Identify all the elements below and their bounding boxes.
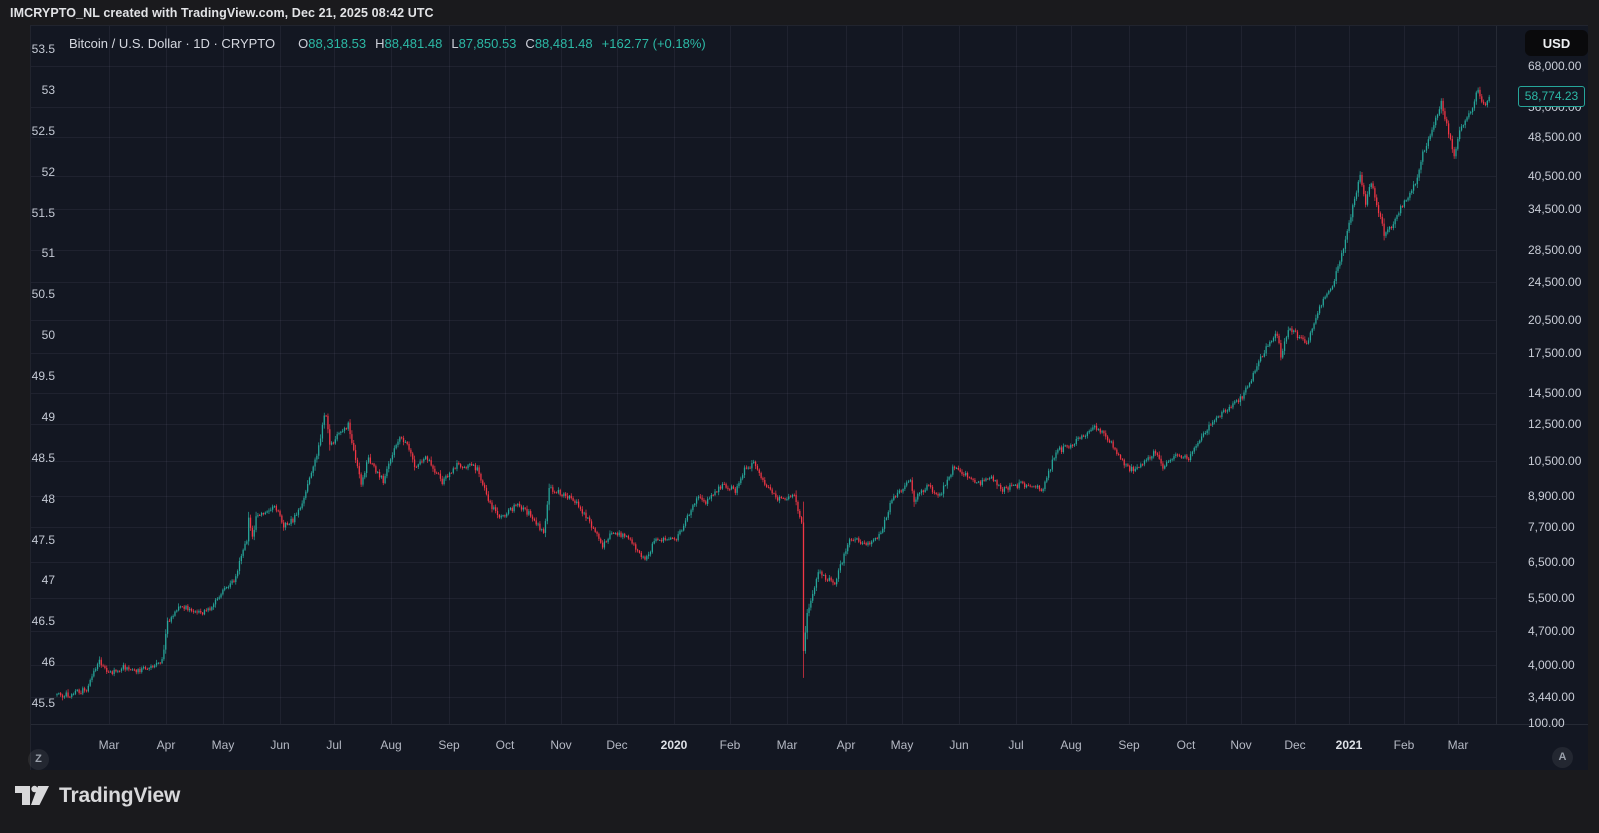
left-axis-tick: 49.5 <box>31 369 55 383</box>
candlestick-series <box>56 86 1490 701</box>
ohlc-close-value: 88,481.48 <box>534 36 593 51</box>
ohlc-high-label: H <box>375 36 385 51</box>
left-axis-tick: 53 <box>41 82 55 97</box>
left-axis-tick: 52 <box>41 164 55 179</box>
right-axis-tick: 68,000.00 <box>1528 59 1582 73</box>
right-axis-tick: 10,500.00 <box>1528 453 1582 468</box>
right-axis-tick: 3,440.00 <box>1528 689 1575 704</box>
right-axis-tick: 4,000.00 <box>1528 658 1575 673</box>
right-axis-tick: 4,700.00 <box>1528 623 1575 638</box>
tradingview-logo-icon <box>15 785 49 805</box>
change-value: +162.77 (+0.18%) <box>601 36 706 51</box>
right-axis-tick: 12,500.00 <box>1528 417 1582 432</box>
symbol-title[interactable]: Bitcoin / U.S. Dollar · 1D · CRYPTO <box>69 36 276 51</box>
time-axis-month-label: May <box>211 738 235 752</box>
time-axis-month-label: Dec <box>1284 738 1306 752</box>
time-axis-month-label: Apr <box>156 738 176 752</box>
right-axis-tick: 100.00 <box>1528 716 1565 730</box>
time-axis-month-label: May <box>890 738 914 752</box>
time-axis-month-label: Mar <box>776 738 798 752</box>
right-axis-tick: 28,500.00 <box>1528 242 1582 257</box>
candlestick-chart <box>31 26 1496 724</box>
a-button[interactable]: A <box>1552 747 1573 768</box>
time-axis-month-label: Mar <box>98 738 120 752</box>
time-axis-month-label: Oct <box>1176 738 1196 752</box>
right-axis-tick: 5,500.00 <box>1528 590 1575 605</box>
left-axis-tick: 46.5 <box>31 614 55 629</box>
right-axis-tick: 48,500.00 <box>1528 130 1582 145</box>
right-axis-tick: 17,500.00 <box>1528 345 1582 360</box>
time-axis-month-label: Jun <box>949 738 969 752</box>
time-axis-month-label: Jul <box>1008 738 1024 752</box>
right-axis-tick: 7,700.00 <box>1528 519 1575 534</box>
chart-legend: Bitcoin / U.S. Dollar · 1D · CRYPTO O88,3… <box>69 36 706 51</box>
ohlc-low-value: 87,850.53 <box>458 36 517 51</box>
ohlc-close-label: C <box>525 36 535 51</box>
time-axis-month-label: Mar <box>1447 738 1469 752</box>
time-axis-month-label: Jun <box>270 738 290 752</box>
time-axis-month-label: Nov <box>1230 738 1252 752</box>
left-axis-tick: 49 <box>41 409 55 424</box>
ohlc-low-label: L <box>451 36 459 51</box>
right-axis-tick: 40,500.00 <box>1528 168 1582 183</box>
time-axis-month-label: Jul <box>326 738 342 752</box>
time-axis-month-label: Oct <box>495 738 515 752</box>
right-axis-tick: 34,500.00 <box>1528 202 1582 217</box>
left-axis-tick: 50 <box>41 328 55 343</box>
left-axis-tick: 46 <box>41 655 55 670</box>
zoom-z-button[interactable]: Z <box>28 749 49 770</box>
right-price-scale[interactable]: USD 58,774.23 68,000.00 56,000.00 48,500.0… <box>1496 26 1588 730</box>
ohlc-high-value: 88,481.48 <box>384 36 443 51</box>
right-axis-tick: 24,500.00 <box>1528 274 1582 289</box>
time-axis-month-label: Nov <box>550 738 572 752</box>
left-axis-tick: 51 <box>41 246 55 261</box>
currency-usd-button[interactable]: USD <box>1525 30 1588 56</box>
time-axis-month-label: Sep <box>438 738 460 752</box>
time-axis-year-label: 2020 <box>660 738 688 752</box>
left-axis-tick: 47.5 <box>31 532 55 547</box>
ohlc-open-label: O <box>298 36 309 51</box>
attribution-text: IMCRYPTO_NL created with TradingView.com… <box>10 6 434 20</box>
right-axis-tick: 14,500.00 <box>1528 385 1582 400</box>
right-axis-tick: 8,900.00 <box>1528 488 1575 503</box>
left-axis-tick: 51.5 <box>31 205 55 220</box>
left-axis-tick: 52.5 <box>31 123 55 138</box>
time-axis-month-label: Aug <box>380 738 402 752</box>
left-axis-tick: 53.5 <box>31 42 55 56</box>
left-axis-tick: 48 <box>41 491 55 506</box>
right-axis-tick: 6,500.00 <box>1528 555 1575 570</box>
time-axis-year-label: 2021 <box>1335 738 1363 752</box>
last-price-badge: 58,774.23 <box>1518 85 1585 107</box>
left-axis-tick: 48.5 <box>31 450 55 465</box>
time-scale[interactable]: Mar Apr May Jun Jul Aug Sep Oct Nov Dec 2020 Feb Mar… <box>31 724 1588 770</box>
time-axis-month-label: Apr <box>836 738 856 752</box>
time-axis-month-label: Aug <box>1060 738 1082 752</box>
right-axis-tick: 20,500.00 <box>1528 312 1582 327</box>
time-axis-month-label: Sep <box>1118 738 1140 752</box>
ohlc-open-value: 88,318.53 <box>308 36 367 51</box>
left-price-scale[interactable]: 53.5 53 52.5 52 51.5 51 50.5 50 49.5 49 48.5 48 47.5… <box>31 26 56 724</box>
time-axis-month-label: Feb <box>719 738 741 752</box>
left-axis-tick: 50.5 <box>31 287 55 302</box>
left-axis-tick: 47 <box>41 573 55 588</box>
left-axis-tick: 45.5 <box>31 696 55 710</box>
chart-panel: Bitcoin / U.S. Dollar · 1D · CRYPTO O88,3… <box>28 25 1588 770</box>
tradingview-wordmark: TradingView <box>59 784 181 807</box>
footer-branding: TradingView <box>14 783 180 809</box>
time-axis-month-label: Feb <box>1393 738 1415 752</box>
time-axis-month-label: Dec <box>606 738 628 752</box>
